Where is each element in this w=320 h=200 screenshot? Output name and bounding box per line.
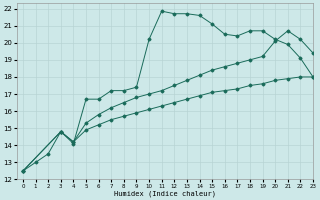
X-axis label: Humidex (Indice chaleur): Humidex (Indice chaleur) bbox=[114, 190, 216, 197]
